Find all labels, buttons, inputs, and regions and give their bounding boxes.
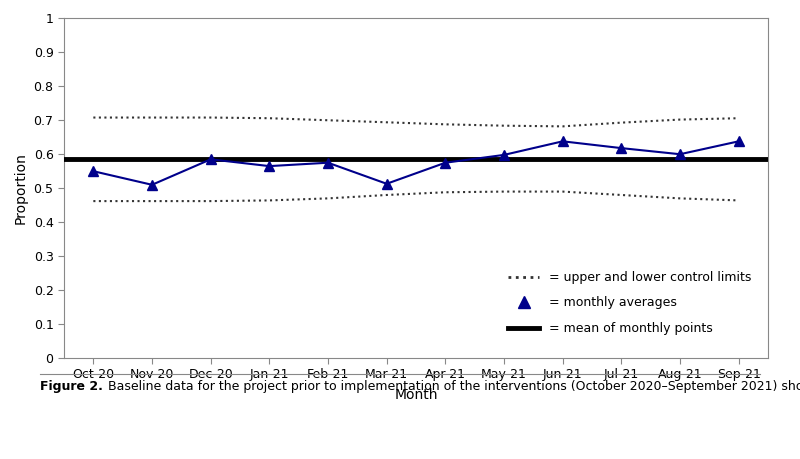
Y-axis label: Proportion: Proportion (14, 152, 28, 224)
Text: Baseline data for the project prior to implementation of the interventions (Octo: Baseline data for the project prior to i… (104, 380, 800, 393)
Legend: = upper and lower control limits, = monthly averages, = mean of monthly points: = upper and lower control limits, = mont… (498, 261, 762, 345)
X-axis label: Month: Month (394, 388, 438, 403)
Text: Figure 2.: Figure 2. (40, 380, 103, 393)
